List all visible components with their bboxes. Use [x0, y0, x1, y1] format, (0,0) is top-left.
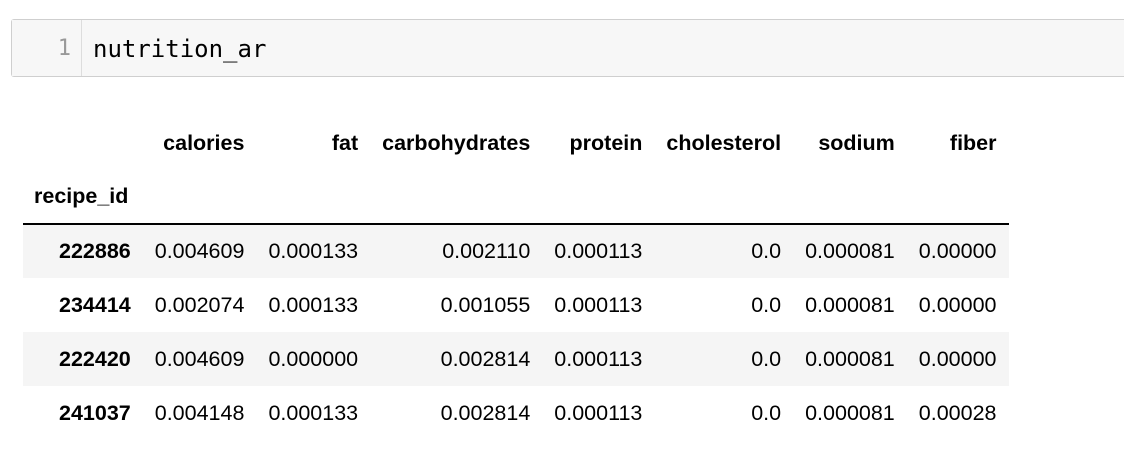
column-header: cholesterol: [666, 130, 782, 155]
table-row: 234414 0.002074 0.000133 0.001055 0.0001…: [23, 278, 1009, 332]
row-index: 222886: [59, 239, 131, 263]
code-cell-input[interactable]: 1 nutrition_ar: [11, 19, 1124, 77]
column-header: protein: [569, 130, 643, 155]
code-text[interactable]: nutrition_ar: [93, 35, 267, 63]
table-cell: 0.000081: [805, 239, 895, 263]
table-cell: 0.000081: [805, 292, 895, 317]
table-cell: 0.002814: [440, 400, 531, 425]
table-cell: 0.000081: [805, 346, 895, 371]
table-cell: 0.0: [751, 346, 782, 371]
column-header: carbohydrates: [382, 130, 531, 155]
table-row: 222420 0.004609 0.000000 0.002814 0.0001…: [23, 332, 1009, 386]
table-cell: 0.000113: [554, 346, 643, 371]
header-blank: [23, 116, 143, 170]
table-row: 222886 0.004609 0.000133 0.002110 0.0001…: [23, 224, 1009, 278]
table-cell: 0.000113: [554, 400, 643, 425]
column-header: calories: [163, 130, 245, 155]
column-header-row: calories fat carbohydrates protein chole…: [23, 116, 1009, 170]
table-cell: 0.00000: [918, 292, 997, 317]
index-name-row: recipe_id: [23, 170, 1009, 224]
dataframe-output: calories fat carbohydrates protein chole…: [23, 116, 1009, 440]
table-cell: 0.0: [751, 400, 782, 425]
table-cell: 0.002814: [440, 346, 531, 371]
table-cell: 0.0: [751, 292, 782, 317]
column-header: fat: [331, 130, 359, 155]
row-index: 234414: [59, 292, 131, 317]
table-cell: 0.002110: [442, 239, 531, 263]
table-cell: 0.000113: [554, 292, 643, 317]
table-cell: 0.004609: [154, 346, 245, 371]
table-cell: 0.001055: [440, 292, 531, 317]
table-row: 241037 0.004148 0.000133 0.002814 0.0001…: [23, 386, 1009, 440]
table-cell: 0.000133: [268, 239, 359, 263]
table-cell: 0.002074: [154, 292, 245, 317]
table-cell: 0.004609: [154, 239, 245, 263]
column-header: sodium: [818, 130, 895, 155]
line-number-gutter: 1: [12, 20, 82, 76]
table-cell: 0.000081: [805, 400, 895, 425]
index-name: recipe_id: [34, 184, 129, 208]
column-header: fiber: [949, 130, 997, 155]
table-cell: 0.00000: [918, 346, 997, 371]
table-cell: 0.000113: [554, 239, 643, 263]
table-cell: 0.000133: [268, 292, 359, 317]
table-cell: 0.000133: [268, 400, 359, 425]
table-cell: 0.004148: [154, 400, 245, 425]
row-index: 241037: [59, 400, 131, 425]
table-cell: 0.00028: [918, 400, 997, 425]
table-cell: 0.0: [751, 239, 782, 263]
table-cell: 0.00000: [918, 239, 997, 263]
line-number: 1: [57, 36, 71, 61]
table-cell: 0.000000: [268, 346, 359, 371]
row-index: 222420: [59, 346, 131, 371]
